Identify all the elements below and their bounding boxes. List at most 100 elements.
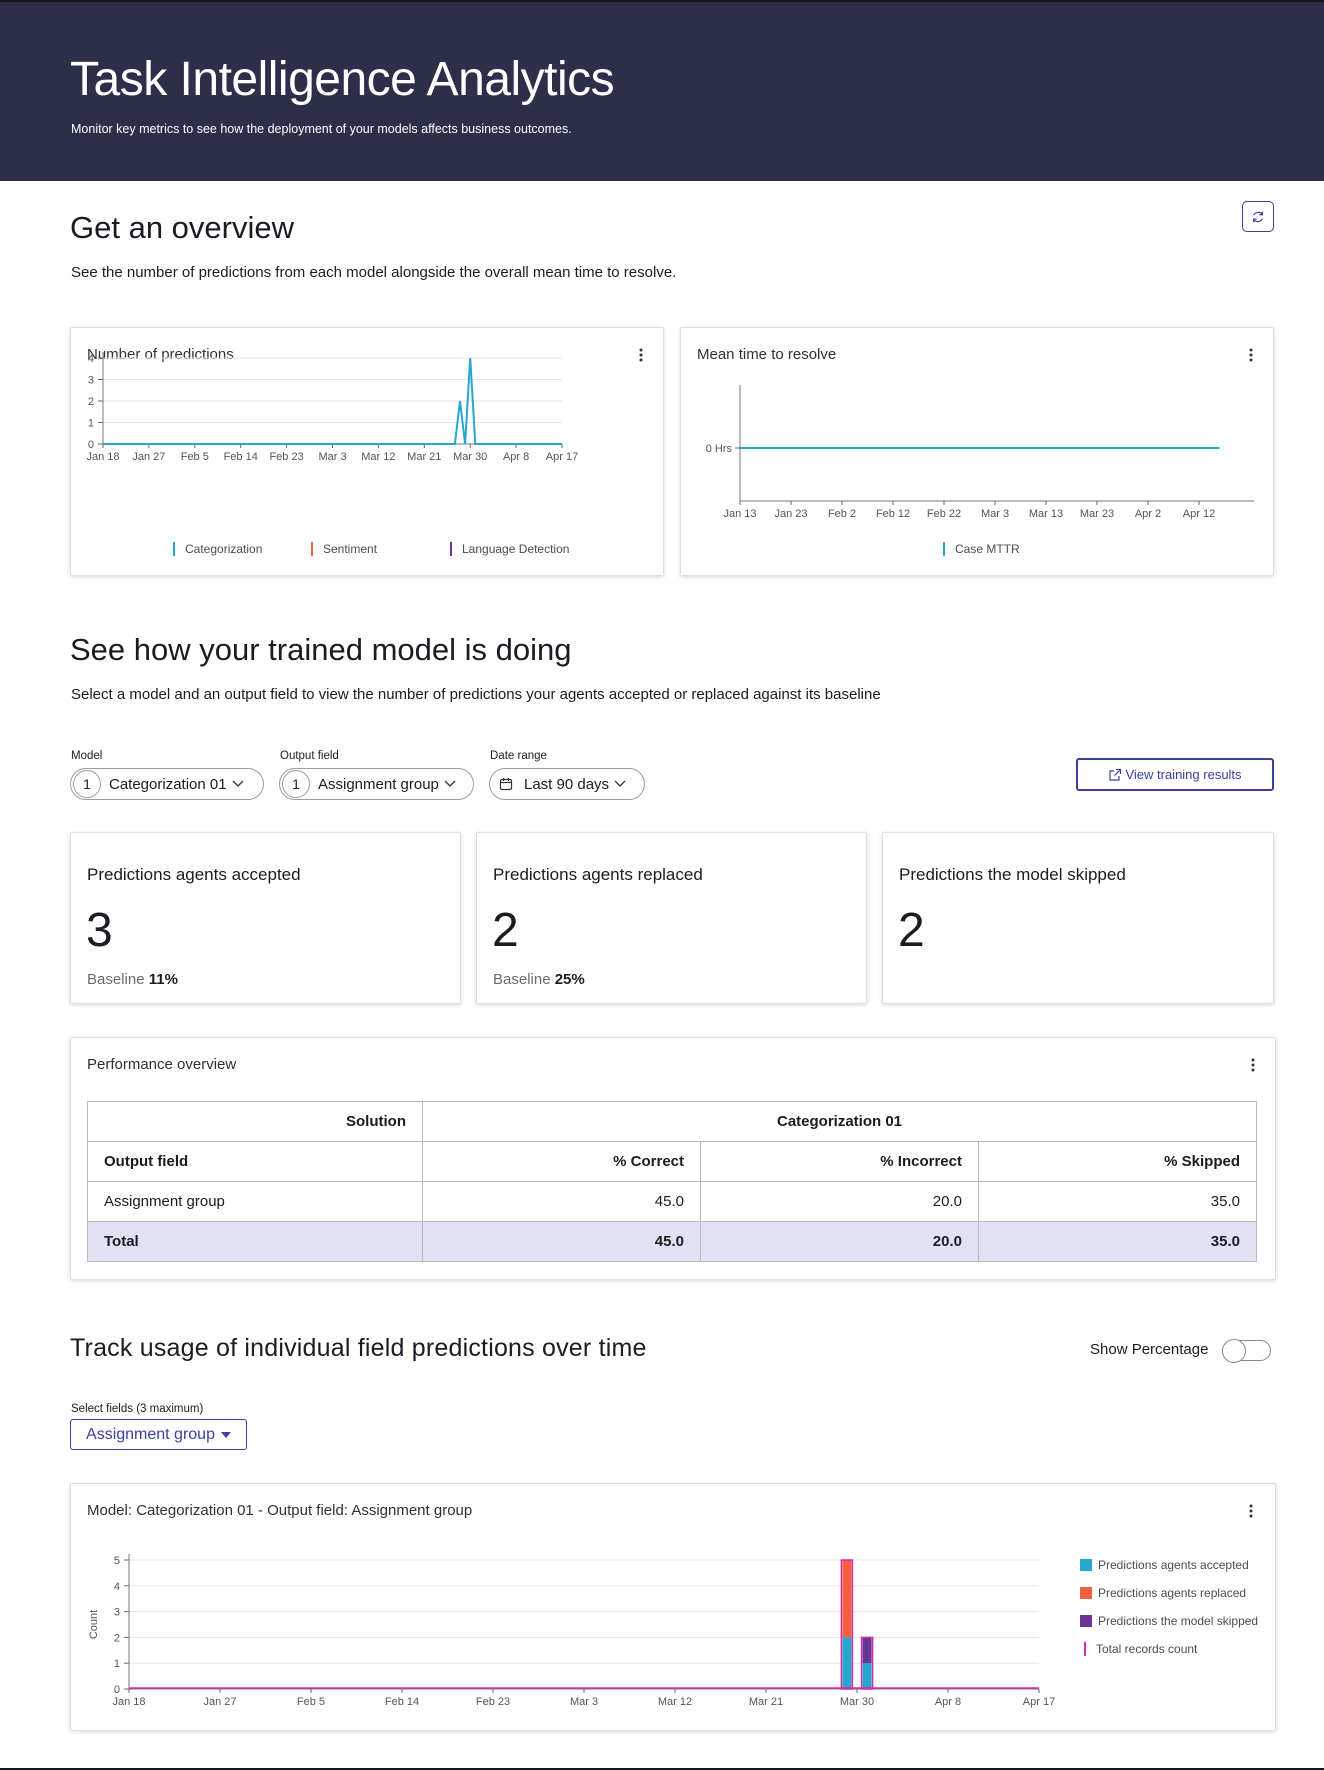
- column-header: % Incorrect: [700, 1141, 979, 1182]
- output-field-select[interactable]: 1 Assignment group: [279, 768, 474, 800]
- y-tick-label: 2: [114, 1632, 120, 1644]
- y-tick-label: 1: [114, 1658, 120, 1670]
- external-link-icon: [1109, 768, 1122, 781]
- mttr-line-chart: 0 Hrs Jan 13 Jan 23 Feb 2 Feb 12 Feb 22 Mar 3 M…: [706, 385, 1254, 520]
- refresh-button[interactable]: [1242, 201, 1274, 232]
- metric-value: 3: [86, 904, 113, 957]
- show-percentage-toggle[interactable]: [1222, 1339, 1271, 1363]
- y-tick-label: 0: [88, 439, 94, 451]
- x-tick-label: Mar 3: [318, 451, 346, 463]
- app-header: Task Intelligence Analytics Monitor key …: [0, 0, 1324, 181]
- predictions-chart-menu-button[interactable]: [632, 346, 650, 364]
- table-cell: 35.0: [978, 1221, 1257, 1262]
- column-header: % Skipped: [978, 1141, 1257, 1182]
- mttr-chart-menu-button[interactable]: [1242, 346, 1260, 364]
- chevron-down-icon: [232, 780, 244, 788]
- legend-accepted-swatch: [1080, 1559, 1092, 1571]
- x-tick-label: Feb 12: [876, 508, 910, 520]
- column-header: Output field: [87, 1141, 423, 1182]
- select-fields-value: Assignment group: [86, 1425, 215, 1443]
- x-tick-label: Mar 13: [1029, 508, 1063, 520]
- x-tick-label: Feb 5: [181, 451, 209, 463]
- legend-sentiment-label: Sentiment: [323, 542, 378, 556]
- select-fields-dropdown[interactable]: Assignment group: [70, 1419, 247, 1450]
- legend-case-mttr: Case MTTR: [943, 542, 1020, 556]
- x-tick-label: Apr 2: [1135, 508, 1161, 520]
- output-field-select-value: Assignment group: [318, 775, 439, 793]
- table-cell: 45.0: [422, 1181, 701, 1222]
- page-bottom-border: [0, 1768, 1324, 1770]
- predictions-chart-card: Number of predictions 0 1 2 3 4 Jan 18 Jan 27 F…: [70, 327, 664, 576]
- legend-case-mttr-marker: [943, 542, 945, 556]
- table-cell: Assignment group: [87, 1181, 423, 1222]
- solution-value: Categorization 01: [422, 1101, 1257, 1142]
- x-tick-label: Apr 12: [1183, 508, 1215, 520]
- y-tick-label: 0 Hrs: [706, 443, 733, 455]
- y-tick-label: 1: [88, 418, 94, 430]
- bar-predictions-agents-accepted: [842, 1637, 852, 1689]
- x-tick-label: Jan 23: [774, 508, 807, 520]
- usage-chart-title: Model: Categorization 01 - Output field:…: [87, 1502, 473, 1519]
- legend-replaced-swatch: [1080, 1587, 1092, 1599]
- legend-accepted: Predictions agents accepted: [1080, 1558, 1249, 1572]
- mttr-chart-title: Mean time to resolve: [697, 346, 837, 363]
- x-tick-label: Apr 8: [503, 451, 529, 463]
- bar-predictions-agents-replaced: [842, 1560, 852, 1638]
- baseline-value: 11%: [148, 971, 178, 988]
- chevron-down-icon: [444, 780, 456, 788]
- baseline-value: 25%: [554, 971, 585, 988]
- legend-categorization-label: Categorization: [185, 542, 263, 556]
- x-tick-label: Apr 17: [546, 451, 578, 463]
- x-tick-label: Jan 18: [86, 451, 119, 463]
- date-range-select[interactable]: Last 90 days: [489, 768, 645, 800]
- baseline-label: Baseline: [87, 971, 145, 988]
- model-select[interactable]: 1 Categorization 01: [70, 768, 264, 800]
- performance-overview-card: Performance overview Solution Categoriza…: [70, 1037, 1276, 1280]
- legend-replaced-label: Predictions agents replaced: [1098, 1586, 1247, 1600]
- kebab-icon: [1249, 1504, 1253, 1518]
- x-tick-label: Mar 23: [1080, 508, 1114, 520]
- legend-case-mttr-label: Case MTTR: [955, 542, 1020, 556]
- table-cell: Total: [87, 1221, 423, 1262]
- model-select-value: Categorization 01: [109, 775, 227, 793]
- x-tick-label: Feb 2: [828, 508, 856, 520]
- model-section-title: See how your trained model is doing: [70, 632, 572, 667]
- legend-language-detection-marker: [450, 542, 452, 556]
- x-tick-label: Jan 13: [723, 508, 756, 520]
- legend-categorization: Categorization: [173, 542, 262, 556]
- legend-categorization-marker: [173, 542, 175, 556]
- legend-total-marker: [1084, 1642, 1086, 1656]
- x-tick-label: Feb 22: [927, 508, 961, 520]
- metric-title: Predictions agents replaced: [493, 865, 703, 884]
- view-training-results-button[interactable]: View training results: [1076, 758, 1274, 791]
- performance-menu-button[interactable]: [1244, 1056, 1262, 1074]
- legend-total: Total records count: [1084, 1642, 1197, 1656]
- metric-card-accepted: Predictions agents accepted 3 Baseline 1…: [70, 832, 461, 1004]
- usage-chart-menu-button[interactable]: [1242, 1502, 1260, 1520]
- date-range-value: Last 90 days: [524, 775, 610, 793]
- kebab-icon: [639, 348, 643, 362]
- x-tick-label: Mar 21: [407, 451, 441, 463]
- table-header-row: Solution Categorization 01: [87, 1101, 1257, 1142]
- model-section-description: Select a model and an output field to vi…: [71, 686, 881, 703]
- table-row: Assignment group 45.0 20.0 35.0: [87, 1181, 1257, 1222]
- overview-title: Get an overview: [70, 210, 294, 245]
- performance-overview-title: Performance overview: [87, 1056, 237, 1073]
- output-field-label: Output field: [280, 750, 339, 762]
- caret-down-icon: [220, 1431, 231, 1438]
- y-axis-label: Count: [88, 1610, 100, 1639]
- x-tick-label: Mar 12: [361, 451, 395, 463]
- legend-total-label: Total records count: [1096, 1642, 1198, 1656]
- app-title: Task Intelligence Analytics: [70, 53, 615, 106]
- bar-predictions-the-model-skipped: [862, 1637, 872, 1664]
- x-tick-label: Feb 23: [269, 451, 303, 463]
- app-subtitle: Monitor key metrics to see how the deplo…: [71, 122, 572, 136]
- y-tick-label: 4: [88, 353, 94, 365]
- predictions-chart-title: Number of predictions: [87, 346, 234, 363]
- predictions-line-chart: 0 1 2 3 4 Jan 18 Jan 27 Feb 5 Feb 14 Feb 23 Mar 3 M…: [86, 352, 578, 463]
- x-tick-label: Mar 3: [570, 1696, 598, 1708]
- metric-title: Predictions the model skipped: [899, 865, 1126, 884]
- series-line-categorization: [103, 357, 562, 445]
- x-tick-label: Mar 3: [981, 508, 1009, 520]
- table-header-row: Output field % Correct % Incorrect % Ski…: [87, 1141, 1257, 1182]
